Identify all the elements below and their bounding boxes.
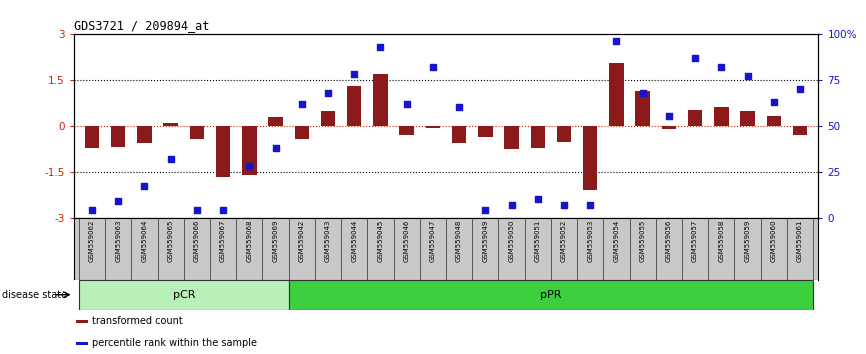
Text: disease state: disease state	[2, 290, 67, 300]
Bar	[347, 86, 361, 126]
Bar	[79, 280, 288, 310]
Bar	[688, 110, 702, 126]
Point	[268, 145, 282, 150]
Bar	[288, 280, 813, 310]
Bar	[426, 126, 440, 128]
Text: GSM559062: GSM559062	[89, 219, 95, 262]
Bar	[766, 116, 781, 126]
Bar	[111, 126, 126, 147]
Text: GSM559068: GSM559068	[246, 219, 252, 262]
Bar	[452, 126, 466, 143]
Point	[216, 207, 230, 213]
Point	[478, 207, 492, 213]
Bar	[137, 126, 152, 143]
Point	[767, 99, 781, 104]
Point	[426, 64, 440, 70]
Bar	[190, 126, 204, 139]
Point	[400, 101, 414, 107]
Bar	[636, 91, 650, 126]
Point	[584, 202, 598, 208]
Point	[138, 184, 152, 189]
Bar	[294, 126, 309, 138]
Bar	[557, 126, 572, 142]
Text: GSM559046: GSM559046	[404, 219, 410, 262]
Point	[242, 163, 256, 169]
Text: percentile rank within the sample: percentile rank within the sample	[92, 338, 257, 348]
Point	[557, 202, 571, 208]
Bar	[714, 107, 728, 126]
Bar	[478, 126, 493, 137]
Point	[662, 114, 675, 119]
Bar	[399, 126, 414, 136]
Bar	[792, 126, 807, 136]
Text: GSM559055: GSM559055	[640, 219, 646, 262]
Point	[636, 90, 650, 95]
Text: GSM559043: GSM559043	[325, 219, 331, 262]
Text: GSM559053: GSM559053	[587, 219, 593, 262]
Bar	[373, 74, 388, 126]
Point	[294, 101, 308, 107]
Point	[610, 38, 624, 44]
Bar	[320, 111, 335, 126]
Text: GSM559065: GSM559065	[168, 219, 174, 262]
Bar	[583, 126, 598, 190]
Text: GSM559048: GSM559048	[456, 219, 462, 262]
Bar	[164, 123, 178, 126]
Text: GSM559058: GSM559058	[718, 219, 724, 262]
Bar	[216, 126, 230, 177]
Text: pCR: pCR	[172, 290, 195, 300]
Bar	[76, 320, 88, 322]
Text: GSM559047: GSM559047	[430, 219, 436, 262]
Text: GSM559069: GSM559069	[273, 219, 279, 262]
Text: GSM559067: GSM559067	[220, 219, 226, 262]
Text: GSM559051: GSM559051	[535, 219, 540, 262]
Text: GSM559066: GSM559066	[194, 219, 200, 262]
Bar	[531, 126, 545, 148]
Bar	[740, 111, 755, 126]
Text: GSM559063: GSM559063	[115, 219, 121, 262]
Bar	[662, 126, 676, 129]
Text: GSM559049: GSM559049	[482, 219, 488, 262]
Point	[373, 44, 387, 49]
Text: GDS3721 / 209894_at: GDS3721 / 209894_at	[74, 19, 209, 33]
Bar	[504, 126, 519, 149]
Bar	[242, 126, 256, 175]
Text: GSM559044: GSM559044	[352, 219, 357, 262]
Text: GSM559054: GSM559054	[613, 219, 619, 262]
Point	[714, 64, 728, 70]
Bar	[76, 342, 88, 344]
Bar	[268, 117, 282, 126]
Text: GSM559042: GSM559042	[299, 219, 305, 262]
Text: GSM559056: GSM559056	[666, 219, 672, 262]
Point	[452, 104, 466, 110]
Text: GSM559061: GSM559061	[797, 219, 803, 262]
Bar	[85, 126, 100, 148]
Point	[347, 71, 361, 77]
Text: GSM559060: GSM559060	[771, 219, 777, 262]
Text: GSM559059: GSM559059	[745, 219, 751, 262]
Text: pPR: pPR	[540, 290, 562, 300]
Point	[688, 55, 702, 61]
Text: GSM559064: GSM559064	[141, 219, 147, 262]
Text: GSM559045: GSM559045	[378, 219, 384, 262]
Text: GSM559052: GSM559052	[561, 219, 567, 262]
Text: GSM559050: GSM559050	[508, 219, 514, 262]
Point	[85, 207, 99, 213]
Point	[740, 73, 754, 79]
Point	[111, 198, 125, 204]
Point	[505, 202, 519, 208]
Point	[321, 90, 335, 95]
Text: transformed count: transformed count	[92, 316, 183, 326]
Point	[190, 207, 204, 213]
Text: GSM559057: GSM559057	[692, 219, 698, 262]
Point	[164, 156, 178, 162]
Point	[531, 196, 545, 202]
Point	[793, 86, 807, 92]
Bar	[610, 63, 624, 126]
